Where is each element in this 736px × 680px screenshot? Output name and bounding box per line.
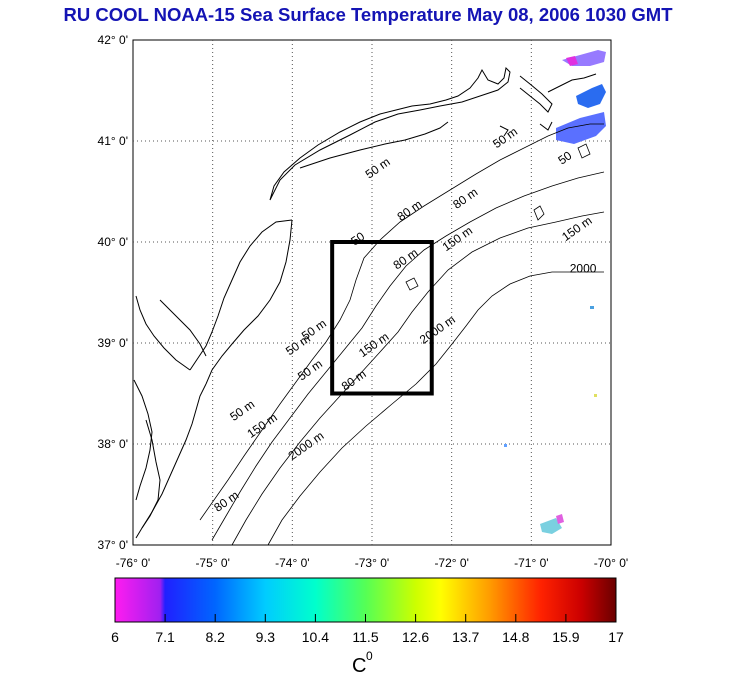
coastline bbox=[133, 66, 597, 539]
isobath-50m bbox=[199, 123, 604, 521]
colorbar-tick-label: 8.2 bbox=[205, 629, 225, 645]
colorbar-tick-label: 11.5 bbox=[352, 629, 378, 645]
sst-patch-south bbox=[556, 112, 606, 144]
sst-patch-lower bbox=[540, 518, 562, 534]
colorbar-tick-label: 14.8 bbox=[502, 629, 529, 645]
sst-patch-north-magenta bbox=[566, 56, 578, 66]
longitude-tick-label: -73° 0' bbox=[355, 556, 389, 570]
isobath-2000m bbox=[267, 271, 604, 546]
colorbar-tick-label: 15.9 bbox=[552, 629, 579, 645]
latitude-tick-label: 42° 0' bbox=[98, 33, 128, 47]
isobath-150m bbox=[231, 211, 605, 546]
latitude-tick-label: 38° 0' bbox=[98, 437, 128, 451]
sst-data-patches bbox=[504, 50, 606, 534]
sst-patch-middle bbox=[576, 84, 606, 108]
colorbar-unit-label: C bbox=[352, 655, 366, 677]
colorbar-tick-labels: 6 7.1 8.2 9.3 10.4 11.5 12.6 13.7 14.8 15.9 17 bbox=[111, 629, 624, 645]
map-title: RU COOL NOAA-15 Sea Surface Temperature … bbox=[63, 4, 673, 25]
longitude-tick-label: -71° 0' bbox=[514, 556, 548, 570]
colorbar-ticks bbox=[114, 614, 617, 622]
study-area-box bbox=[330, 240, 434, 396]
colorbar-tick-label: 6 bbox=[111, 629, 119, 645]
latitude-tick-label: 39° 0' bbox=[98, 336, 128, 350]
graticule bbox=[133, 40, 611, 545]
colorbar-tick-label: 10.4 bbox=[302, 629, 329, 645]
sst-speck bbox=[594, 394, 597, 397]
latitude-tick-label: 41° 0' bbox=[98, 134, 128, 148]
sst-patch-lower-pink bbox=[556, 514, 564, 524]
longitude-tick-label: -70° 0' bbox=[594, 556, 628, 570]
latitude-tick-label: 40° 0' bbox=[98, 235, 128, 249]
axis-tick-labels: -76° 0' -75° 0' -74° 0' -73° 0' -72° 0' -71° … bbox=[98, 33, 629, 570]
colorbar-unit-superscript: 0 bbox=[366, 649, 373, 663]
colorbar-tick-label: 12.6 bbox=[402, 629, 429, 645]
sst-speck bbox=[590, 306, 594, 309]
isobath-80m bbox=[211, 171, 605, 541]
longitude-tick-label: -75° 0' bbox=[195, 556, 229, 570]
longitude-tick-label: -74° 0' bbox=[275, 556, 309, 570]
longitude-tick-label: -76° 0' bbox=[116, 556, 150, 570]
isobaths bbox=[199, 123, 605, 546]
colorbar-tick-label: 13.7 bbox=[452, 629, 479, 645]
colorbar-tick-label: 17 bbox=[608, 629, 624, 645]
sst-speck bbox=[504, 444, 507, 447]
contour-label: 2000 bbox=[570, 261, 597, 275]
colorbar-tick-label: 9.3 bbox=[256, 629, 276, 645]
latitude-tick-label: 37° 0' bbox=[98, 538, 128, 552]
colorbar-tick-label: 7.1 bbox=[155, 629, 175, 645]
longitude-tick-label: -72° 0' bbox=[434, 556, 468, 570]
